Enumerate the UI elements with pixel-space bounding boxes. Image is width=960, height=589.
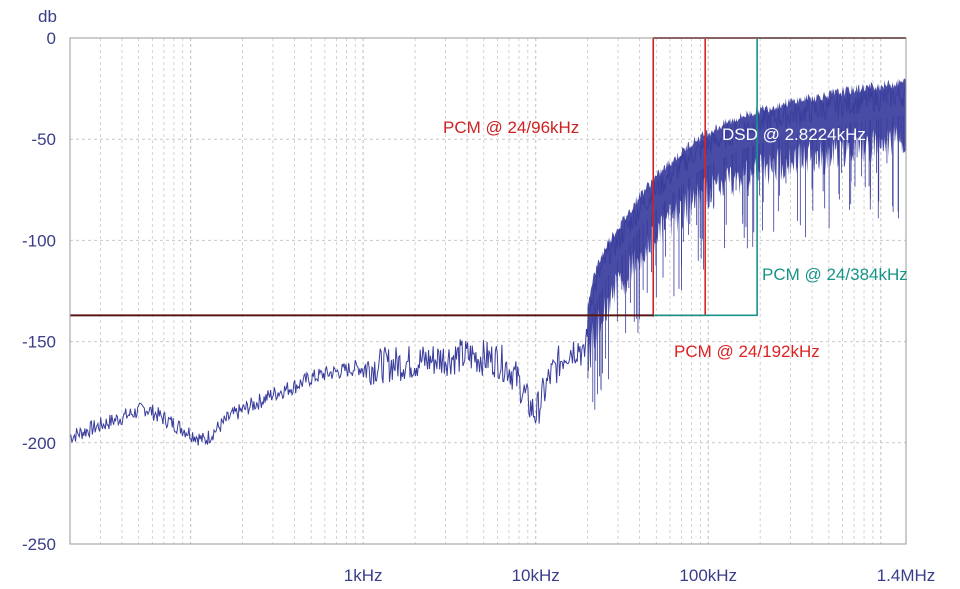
y-axis-label: db — [38, 7, 57, 26]
x-tick-label: 1kHz — [344, 566, 383, 585]
annotation-pcm-96: PCM @ 24/96kHz — [443, 118, 579, 137]
y-tick-label: -150 — [22, 333, 56, 352]
y-tick-label: -50 — [31, 130, 56, 149]
y-tick-label: -200 — [22, 434, 56, 453]
x-tick-label: 10kHz — [512, 566, 560, 585]
y-tick-labels: 0 -50 -100 -150 -200 -250 — [22, 29, 56, 554]
x-tick-label: 1.4MHz — [877, 566, 936, 585]
annotation-pcm-192: PCM @ 24/192kHz — [674, 342, 820, 361]
y-tick-label: -100 — [22, 231, 56, 250]
grid-lines — [69, 37, 906, 545]
x-tick-labels: 1kHz 10kHz 100kHz 1.4MHz — [344, 566, 936, 585]
x-tick-label: 100kHz — [679, 566, 737, 585]
annotation-pcm-384: PCM @ 24/384kHz — [762, 265, 908, 284]
plot-frame — [69, 37, 907, 545]
y-tick-label: 0 — [47, 29, 56, 48]
annotation-dsd: DSD @ 2.8224kHz — [722, 125, 866, 144]
y-tick-label: -250 — [22, 535, 56, 554]
spectrum-noise-band — [587, 78, 906, 364]
